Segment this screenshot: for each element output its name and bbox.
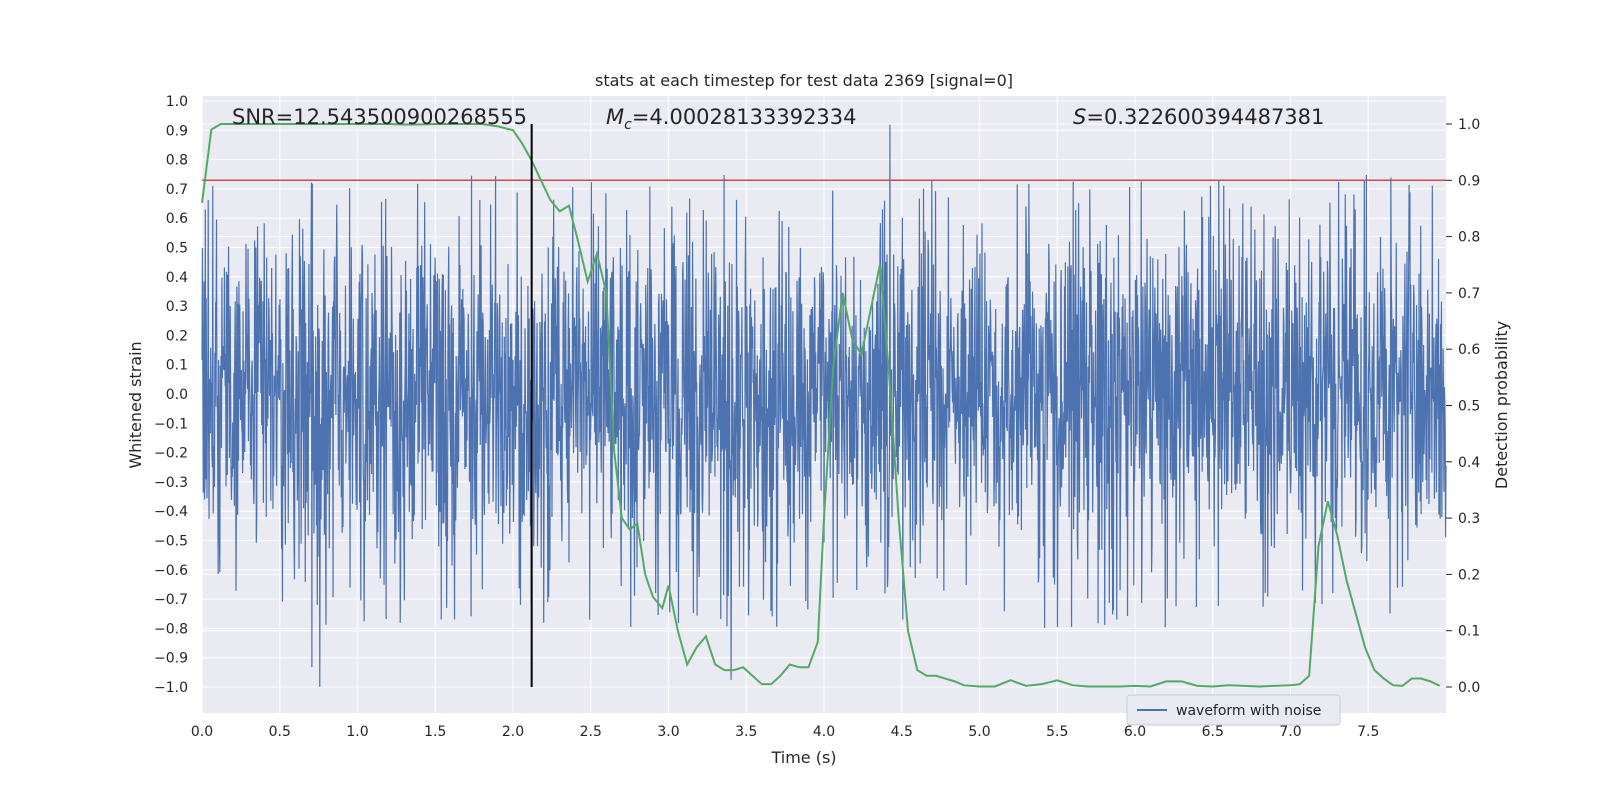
- y-axis-title: Whitened strain: [126, 341, 145, 468]
- y2-tick-label: 0.6: [1458, 342, 1480, 358]
- y-tick-label: −0.9: [154, 651, 188, 667]
- x-tick-label: 2.5: [580, 724, 602, 740]
- legend-label: waveform with noise: [1176, 703, 1321, 719]
- y2-tick-label: 0.8: [1458, 230, 1480, 246]
- y-tick-label: −0.1: [154, 416, 188, 432]
- probability-series: [201, 123, 1441, 688]
- s-annotation: S=0.322600394487381: [1073, 105, 1324, 129]
- y-tick-label: 0.1: [166, 358, 188, 374]
- y-tick-label: 0.4: [166, 270, 188, 286]
- y-tick-label: −0.7: [154, 592, 188, 608]
- x-tick-label: 0.0: [191, 724, 213, 740]
- x-tick-label: 3.0: [657, 724, 679, 740]
- x-tick-label: 4.5: [891, 724, 913, 740]
- x-tick-label: 7.0: [1279, 724, 1301, 740]
- y-tick-label: 0.9: [166, 123, 188, 139]
- x-tick-label: 6.0: [1124, 724, 1146, 740]
- x-tick-label: 2.0: [502, 724, 524, 740]
- x-tick-label: 3.5: [735, 724, 757, 740]
- y2-tick-label: 0.1: [1458, 624, 1480, 640]
- y-tick-label: −1.0: [154, 680, 188, 696]
- x-tick-label: 6.5: [1202, 724, 1224, 740]
- x-tick-label: 7.5: [1357, 724, 1379, 740]
- strain-series: [201, 124, 1447, 687]
- x-tick-label: 5.5: [1046, 724, 1068, 740]
- strain-line: [201, 124, 1447, 687]
- y-tick-label: −0.3: [154, 475, 188, 491]
- y2-tick-label: 0.4: [1458, 455, 1480, 471]
- y-ticks: 1.0 0.9 0.8 0.7 0.6 0.5 0.4 0.3 0.2 0.1 0.0 −0.1 −0.…: [154, 94, 188, 696]
- chart-title: stats at each timestep for test data 236…: [595, 71, 1013, 90]
- y2-ticks: 1.0 0.9 0.8 0.7 0.6 0.5 0.4 0.3 0.2 0.1 0.0: [1446, 117, 1480, 696]
- y2-tick-label: 1.0: [1458, 117, 1480, 133]
- y-tick-label: 0.6: [166, 211, 188, 227]
- x-tick-label: 5.0: [968, 724, 990, 740]
- mc-value: =4.00028133392334: [632, 105, 857, 129]
- y-tick-label: 0.0: [166, 387, 188, 403]
- x-tick-label: 4.0: [813, 724, 835, 740]
- x-ticks: 0.0 0.5 1.0 1.5 2.0 2.5 3.0 3.5 4.0 4.5 5.0 5.5 6.0 6…: [191, 724, 1380, 740]
- y-tick-label: 0.8: [166, 153, 188, 169]
- y-tick-label: 0.5: [166, 241, 188, 257]
- y2-tick-label: 0.5: [1458, 399, 1480, 415]
- probability-line: [201, 123, 1441, 688]
- x-axis-title: Time (s): [770, 748, 836, 767]
- y-tick-label: −0.2: [154, 446, 188, 462]
- mc-subscript: c: [624, 117, 632, 133]
- y-tick-label: 0.7: [166, 182, 188, 198]
- y2-tick-label: 0.3: [1458, 511, 1480, 527]
- x-tick-label: 1.0: [346, 724, 368, 740]
- snr-annotation: SNR=12.543500900268555: [232, 105, 527, 129]
- y2-axis-title: Detection probability: [1492, 321, 1511, 489]
- y-tick-label: −0.6: [154, 563, 188, 579]
- mc-symbol: M: [606, 105, 624, 129]
- y-tick-label: 1.0: [166, 94, 188, 110]
- y-tick-label: 0.2: [166, 328, 188, 344]
- y2-tick-label: 0.7: [1458, 286, 1480, 302]
- y-tick-label: −0.4: [154, 504, 188, 520]
- x-tick-label: 1.5: [424, 724, 446, 740]
- s-symbol: S: [1073, 105, 1086, 129]
- y2-tick-label: 0.0: [1458, 680, 1480, 696]
- y-tick-label: −0.5: [154, 534, 188, 550]
- s-value: =0.322600394487381: [1086, 105, 1324, 129]
- legend: waveform with noise: [1126, 694, 1341, 726]
- mc-annotation: Mc=4.00028133392334: [606, 105, 857, 133]
- y-tick-label: −0.8: [154, 621, 188, 637]
- y2-tick-label: 0.9: [1458, 173, 1480, 189]
- y2-tick-label: 0.2: [1458, 567, 1480, 583]
- y-tick-label: 0.3: [166, 299, 188, 315]
- x-tick-label: 0.5: [269, 724, 291, 740]
- legend-box: [1126, 694, 1341, 726]
